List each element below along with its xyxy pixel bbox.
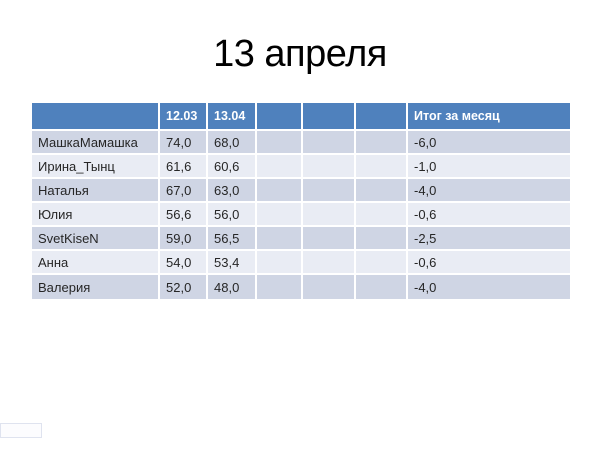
table-row: Валерия 52,0 48,0 -4,0: [32, 275, 570, 299]
cell-value: 60,6: [208, 155, 257, 179]
cell-total: -6,0: [408, 131, 570, 155]
header-cell-empty2: [303, 103, 356, 131]
cell-value: 74,0: [160, 131, 208, 155]
table-row: МашкаМамашка 74,0 68,0 -6,0: [32, 131, 570, 155]
cell-name: SvetKiseN: [32, 227, 160, 251]
header-cell-empty3: [356, 103, 408, 131]
cell-empty: [356, 179, 408, 203]
cell-value: 53,4: [208, 251, 257, 275]
header-cell-empty1: [257, 103, 303, 131]
cell-empty: [303, 251, 356, 275]
cell-empty: [303, 203, 356, 227]
cell-total: -2,5: [408, 227, 570, 251]
cell-total: -4,0: [408, 179, 570, 203]
cell-value: 61,6: [160, 155, 208, 179]
cell-empty: [356, 203, 408, 227]
cell-empty: [303, 155, 356, 179]
cell-empty: [257, 131, 303, 155]
cell-empty: [356, 275, 408, 299]
table-row: Наталья 67,0 63,0 -4,0: [32, 179, 570, 203]
cell-total: -1,0: [408, 155, 570, 179]
cell-empty: [257, 155, 303, 179]
cell-empty: [356, 131, 408, 155]
cell-name: Ирина_Тынц: [32, 155, 160, 179]
table-row: Ирина_Тынц 61,6 60,6 -1,0: [32, 155, 570, 179]
table-header-row: 12.03 13.04 Итог за месяц: [32, 103, 570, 131]
results-table: 12.03 13.04 Итог за месяц МашкаМамашка 7…: [32, 103, 570, 299]
cell-value: 63,0: [208, 179, 257, 203]
cell-name: Наталья: [32, 179, 160, 203]
cell-total: -0,6: [408, 251, 570, 275]
cell-empty: [303, 179, 356, 203]
cell-total: -4,0: [408, 275, 570, 299]
header-cell-date1: 12.03: [160, 103, 208, 131]
table-row: Анна 54,0 53,4 -0,6: [32, 251, 570, 275]
table-row: SvetKiseN 59,0 56,5 -2,5: [32, 227, 570, 251]
cell-value: 56,6: [160, 203, 208, 227]
cell-empty: [257, 203, 303, 227]
cell-empty: [257, 275, 303, 299]
cell-name: МашкаМамашка: [32, 131, 160, 155]
cell-value: 56,5: [208, 227, 257, 251]
cell-value: 59,0: [160, 227, 208, 251]
cell-empty: [257, 179, 303, 203]
cell-name: Анна: [32, 251, 160, 275]
cell-empty: [356, 227, 408, 251]
cell-empty: [303, 275, 356, 299]
cell-empty: [257, 227, 303, 251]
table-row: Юлия 56,6 56,0 -0,6: [32, 203, 570, 227]
cell-empty: [356, 155, 408, 179]
cell-empty: [257, 251, 303, 275]
cell-value: 52,0: [160, 275, 208, 299]
header-cell-name: [32, 103, 160, 131]
cell-empty: [303, 227, 356, 251]
footer-placeholder-box: [0, 423, 42, 438]
cell-name: Юлия: [32, 203, 160, 227]
cell-value: 48,0: [208, 275, 257, 299]
header-cell-date2: 13.04: [208, 103, 257, 131]
cell-value: 68,0: [208, 131, 257, 155]
slide-title: 13 апреля: [213, 33, 387, 75]
cell-name: Валерия: [32, 275, 160, 299]
cell-value: 67,0: [160, 179, 208, 203]
cell-value: 54,0: [160, 251, 208, 275]
cell-value: 56,0: [208, 203, 257, 227]
cell-empty: [356, 251, 408, 275]
cell-empty: [303, 131, 356, 155]
cell-total: -0,6: [408, 203, 570, 227]
header-cell-month-total: Итог за месяц: [408, 103, 570, 131]
